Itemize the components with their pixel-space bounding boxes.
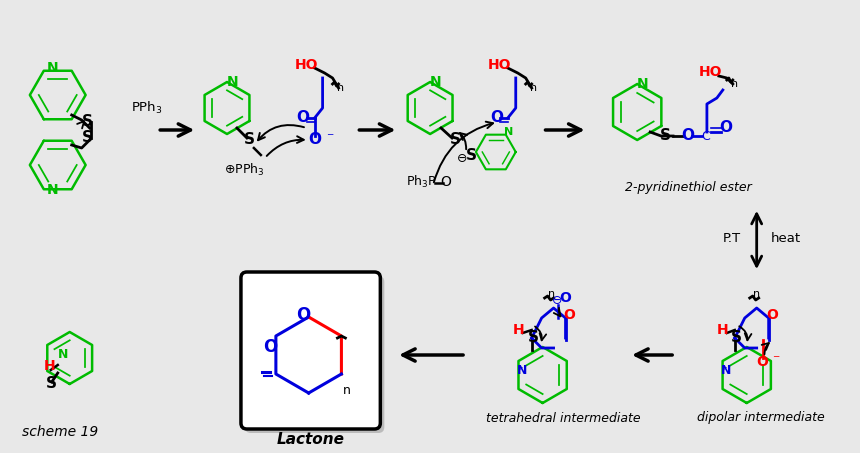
Text: N: N xyxy=(46,61,58,75)
Text: O: O xyxy=(263,338,277,356)
Text: S: S xyxy=(46,376,57,391)
Text: tetrahedral intermediate: tetrahedral intermediate xyxy=(486,411,641,424)
Text: N: N xyxy=(637,77,648,91)
Text: n: n xyxy=(342,385,350,397)
Text: O: O xyxy=(297,306,310,324)
Text: N: N xyxy=(227,75,238,89)
Text: n: n xyxy=(731,79,738,89)
Text: $\ominus$: $\ominus$ xyxy=(550,294,562,307)
Text: PPh$_3$: PPh$_3$ xyxy=(132,100,163,116)
Text: $\ominus$: $\ominus$ xyxy=(456,151,467,164)
Text: n: n xyxy=(752,289,760,299)
Text: O: O xyxy=(563,308,575,322)
Text: H: H xyxy=(717,323,728,337)
FancyBboxPatch shape xyxy=(245,276,384,433)
FancyBboxPatch shape xyxy=(241,272,380,429)
Text: S: S xyxy=(466,148,477,163)
Text: N: N xyxy=(504,127,513,137)
Text: O: O xyxy=(757,355,769,369)
Text: H: H xyxy=(513,323,525,337)
Text: $\oplus$PPh$_3$: $\oplus$PPh$_3$ xyxy=(224,162,265,178)
Text: n: n xyxy=(530,83,537,93)
Text: S: S xyxy=(528,331,538,346)
Text: S: S xyxy=(82,115,93,130)
Text: n: n xyxy=(336,83,344,93)
Text: S: S xyxy=(450,132,461,148)
Text: $^-$: $^-$ xyxy=(771,353,781,366)
Text: $^-$: $^-$ xyxy=(324,131,335,145)
Text: O: O xyxy=(719,120,732,135)
Text: $^+$: $^+$ xyxy=(720,365,728,375)
Text: HO: HO xyxy=(699,65,722,79)
Text: N: N xyxy=(721,363,731,376)
Text: N: N xyxy=(46,183,58,197)
Text: heat: heat xyxy=(771,231,801,245)
Text: O: O xyxy=(560,291,571,305)
Text: N: N xyxy=(517,363,527,376)
Text: O: O xyxy=(297,111,310,125)
Text: S: S xyxy=(660,129,671,144)
Text: n: n xyxy=(548,289,555,299)
Text: O: O xyxy=(490,111,503,125)
Text: Lactone: Lactone xyxy=(277,433,345,448)
Text: S: S xyxy=(244,132,255,148)
Text: O: O xyxy=(766,308,778,322)
Text: P.T: P.T xyxy=(723,231,741,245)
Text: N: N xyxy=(430,75,442,89)
Text: 2-pyridinethiol ester: 2-pyridinethiol ester xyxy=(625,182,752,194)
Text: HO: HO xyxy=(295,58,318,72)
Text: O: O xyxy=(309,132,322,148)
Text: S: S xyxy=(731,331,742,346)
Text: Ph$_3$P: Ph$_3$P xyxy=(406,174,437,190)
Text: S: S xyxy=(82,130,93,145)
Text: scheme 19: scheme 19 xyxy=(22,425,98,439)
Text: O: O xyxy=(681,129,694,144)
Text: $^+$: $^+$ xyxy=(516,365,524,375)
Text: O: O xyxy=(440,175,451,189)
Text: C: C xyxy=(701,130,710,143)
Text: N: N xyxy=(58,348,68,361)
Text: dipolar intermediate: dipolar intermediate xyxy=(697,411,825,424)
Text: H: H xyxy=(44,359,55,373)
Text: HO: HO xyxy=(488,58,512,72)
